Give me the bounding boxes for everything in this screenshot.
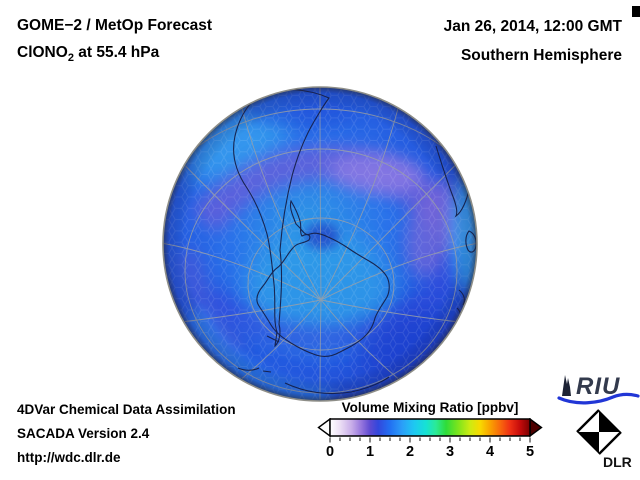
species-subscript: 2 [67,52,74,65]
tick-label-1: 1 [365,444,375,460]
tick-label-2: 2 [405,444,415,460]
tick-label-5: 5 [525,444,535,460]
colorbar-ticks [329,437,531,443]
riu-text: RIU [576,373,620,400]
species-level-title: ClONO2 at 55.4 hPa [17,39,212,72]
species-name: ClONO [17,44,68,61]
credits-block: 4DVar Chemical Data Assimilation SACADA … [17,398,236,470]
hemisphere-globe-map [162,86,478,402]
pressure-level: at 55.4 hPa [73,44,160,61]
dlr-star-icon [576,409,622,455]
riu-logo: RIU [557,373,640,405]
datetime-label: Jan 26, 2014, 12:00 GMT [443,18,622,35]
dlr-logo: DLR [576,409,632,470]
colorbar-left-arrow [317,417,331,438]
url-label: http://wdc.dlr.de [17,450,121,465]
mixing-ratio-field [163,87,477,401]
colorbar-scale [317,417,543,443]
tick-label-3: 3 [445,444,455,460]
cathedral-icon [562,375,571,396]
product-title: GOME−2 / MetOp Forecast [17,17,213,34]
colorbar-gradient-bar [329,418,531,437]
edge-artifact [632,6,640,17]
colorbar-title: Volume Mixing Ratio [ppbv] [341,400,519,415]
tick-label-4: 4 [485,444,495,460]
assimilation-label: 4DVar Chemical Data Assimilation [17,402,236,417]
plot-title: GOME−2 / MetOp Forecast ClONO2 at 55.4 h… [17,12,212,72]
riu-swoosh [557,392,640,405]
hemisphere-label: Southern Hemisphere [460,47,622,64]
colorbar: Volume Mixing Ratio [ppbv] 0 1 2 3 4 5 [317,400,543,470]
tick-label-0: 0 [325,444,335,460]
plot-datetime-block: Jan 26, 2014, 12:00 GMT Southern Hemisph… [444,12,622,70]
globe-rim [162,86,478,402]
dlr-text: DLR [603,454,632,470]
colorbar-right-arrow [529,417,543,438]
version-label: SACADA Version 2.4 [17,426,150,441]
